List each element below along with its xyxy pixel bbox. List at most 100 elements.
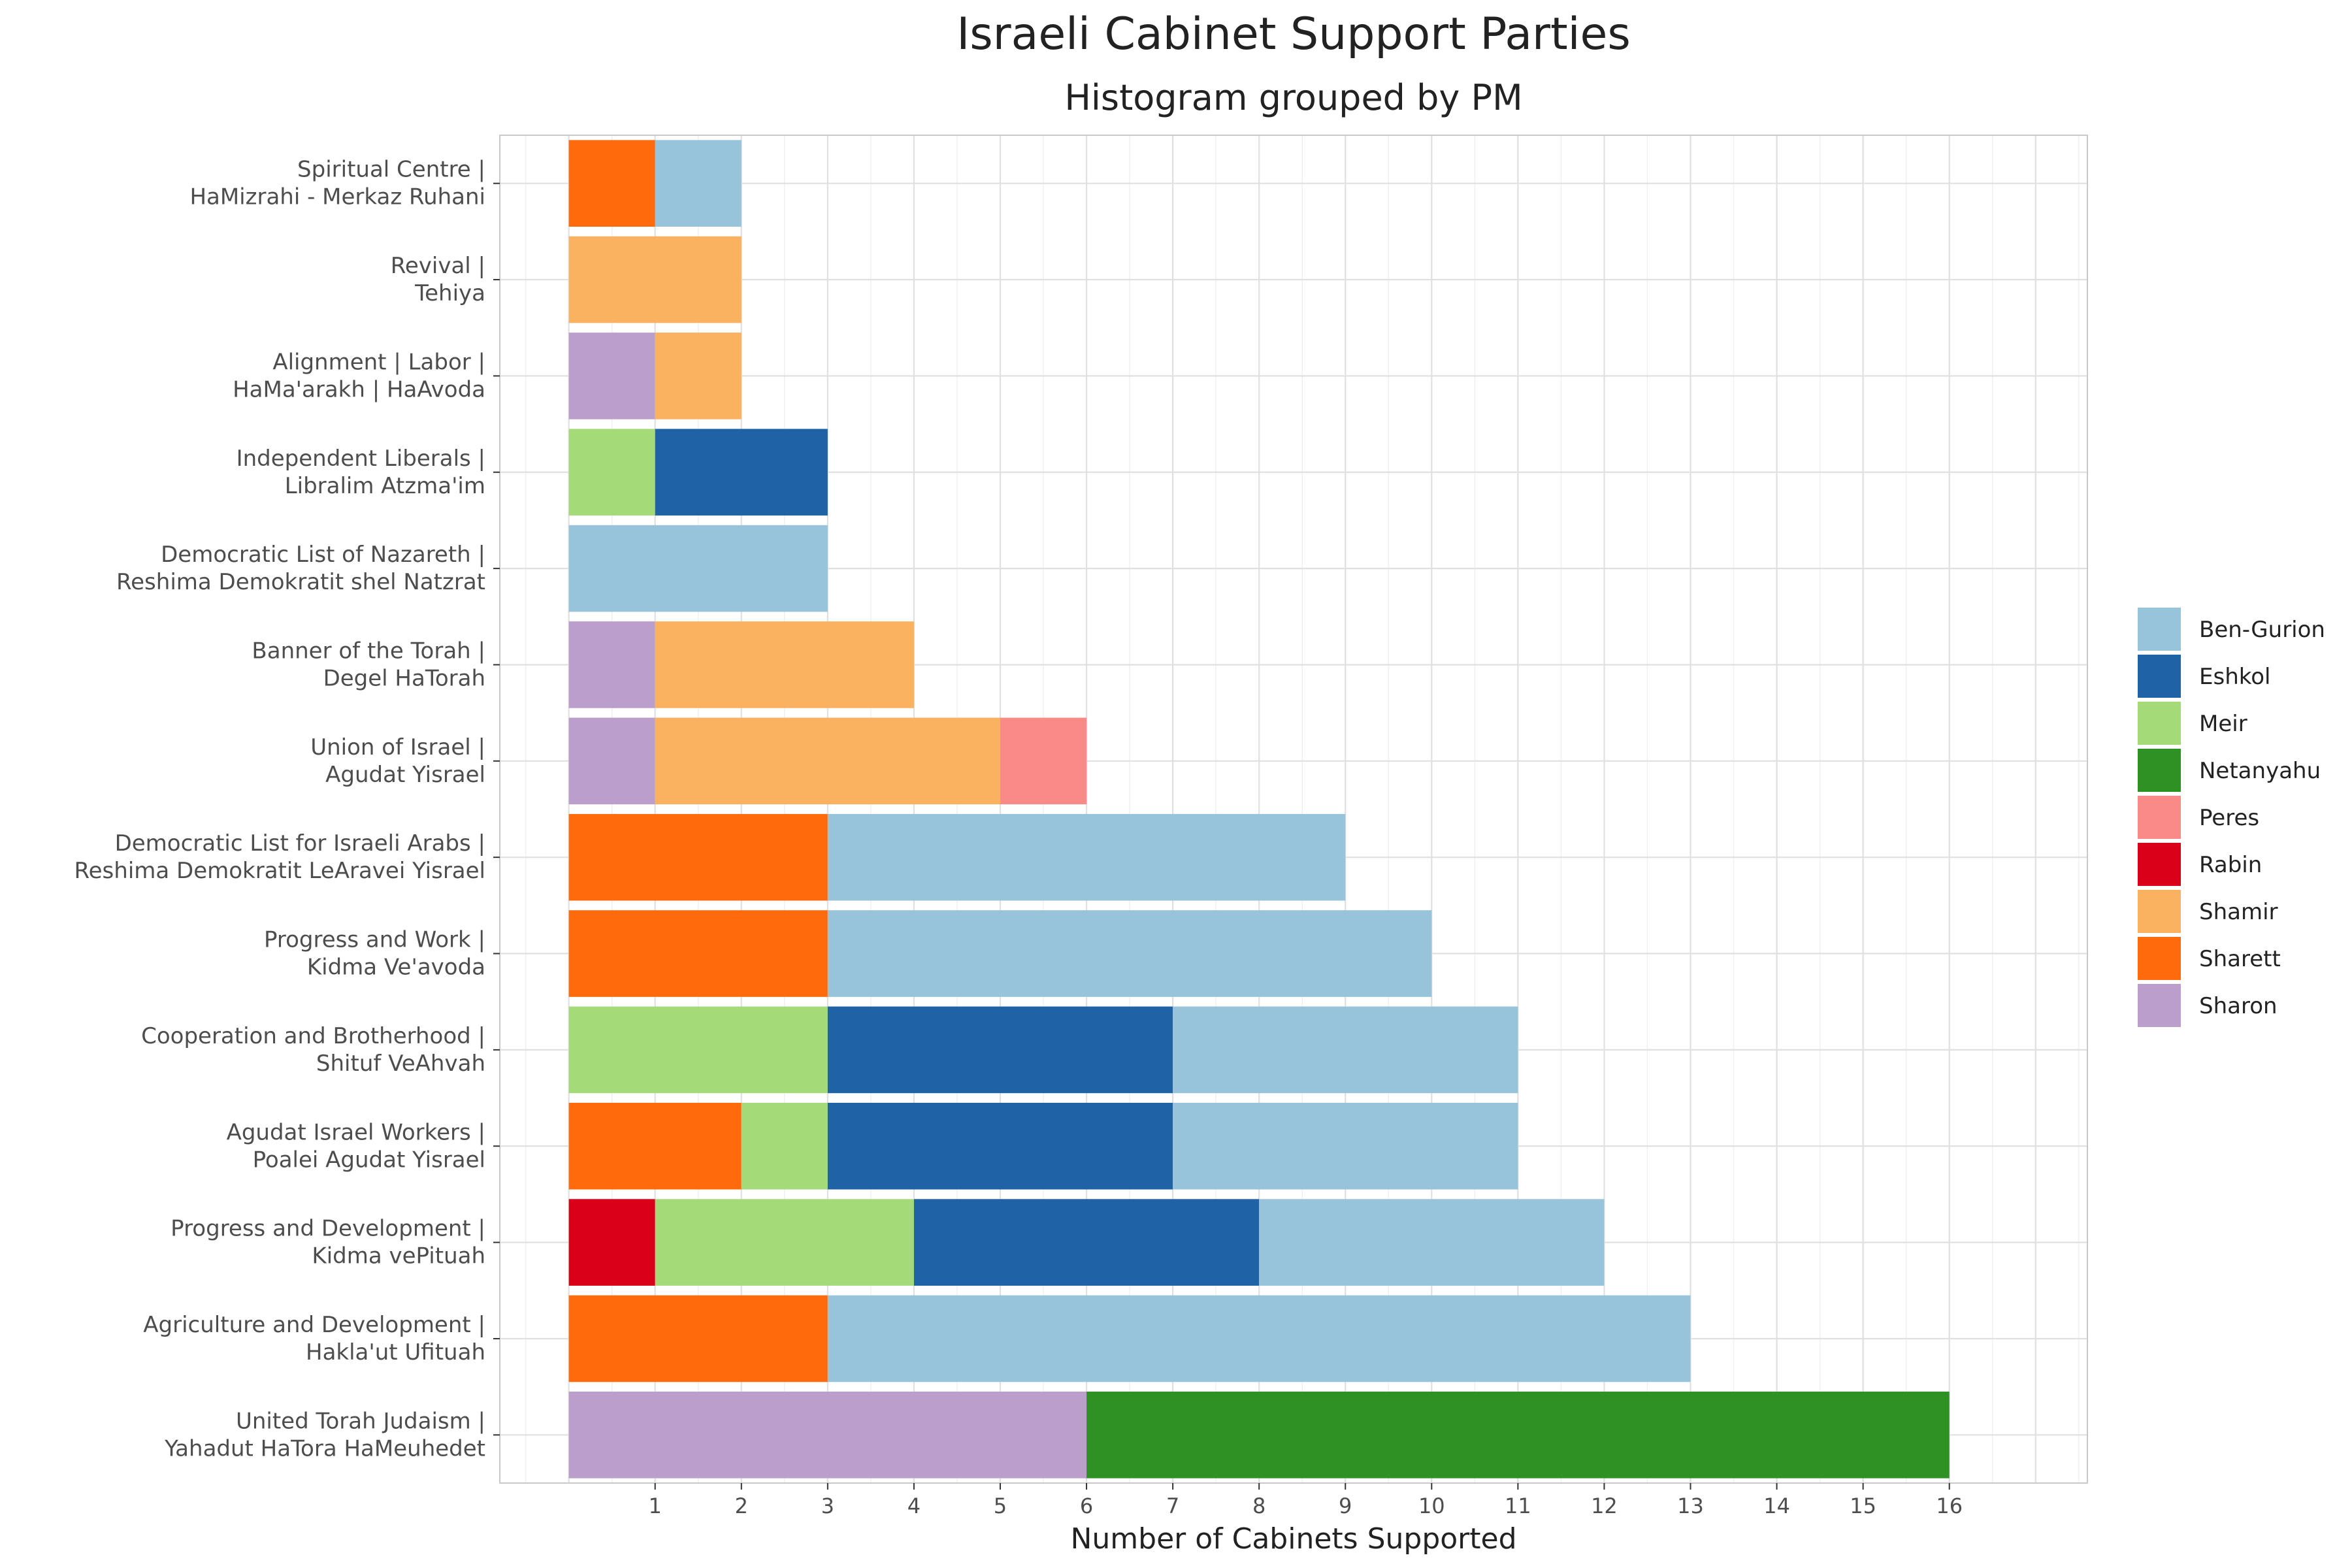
y-tick-label-line2: Libralim Atzma'im [285, 473, 485, 499]
bar-segment-peres [1000, 717, 1087, 805]
x-tick-label: 7 [1166, 1494, 1179, 1518]
legend: Ben-Gurion Eshkol Meir Netanyahu Peres Rabin S… [2138, 608, 2325, 1027]
x-tick-label: 3 [821, 1494, 834, 1518]
bar-segment-ben-gurion [1173, 1006, 1518, 1094]
bar-segment-shamir [655, 621, 914, 708]
x-tick-label: 6 [1080, 1494, 1093, 1518]
y-tick-label-line2: Yahadut HaTora HaMeuhedet [164, 1435, 485, 1462]
bars [568, 140, 1950, 1478]
bar-segment-shamir [655, 333, 742, 419]
panel-border [499, 135, 2088, 1484]
bar-segment-shamir [568, 236, 742, 323]
legend-label: Rabin [2199, 852, 2262, 878]
bar-segment-sharon [568, 717, 655, 805]
x-tick-label: 14 [1763, 1494, 1790, 1518]
y-tick-label-line1: Revival | [391, 253, 485, 279]
bar-segment-eshkol [913, 1199, 1260, 1286]
x-tick-label: 15 [1850, 1494, 1876, 1518]
x-axis-title: Number of Cabinets Supported [1070, 1522, 1516, 1556]
x-tick-label: 10 [1418, 1494, 1445, 1518]
y-tick-label-line2: Tehiya [414, 280, 485, 306]
y-tick-label-line2: Reshima Demokratit shel Natzrat [116, 569, 485, 595]
y-tick-label-line1: Democratic List for Israeli Arabs | [115, 830, 485, 857]
legend-label: Peres [2199, 805, 2259, 831]
y-tick-label-line1: Agudat Israel Workers | [227, 1119, 485, 1145]
bar-segment-sharett [568, 910, 828, 997]
bar-segment-ben-gurion [1173, 1102, 1518, 1190]
y-tick-label-line1: Independent Liberals | [237, 446, 485, 472]
x-tick-label: 2 [735, 1494, 748, 1518]
legend-swatch-meir [2138, 702, 2181, 745]
x-tick-label: 12 [1591, 1494, 1618, 1518]
y-tick-label-line1: Spiritual Centre | [297, 157, 485, 183]
bar-segment-meir [568, 429, 655, 516]
y-tick-label-line2: Poalei Agudat Yisrael [253, 1147, 485, 1173]
bar-segment-ben-gurion [827, 813, 1346, 901]
y-tick-label-line2: Degel HaTorah [323, 665, 485, 691]
y-tick-label-line2: Shituf VeAhvah [316, 1051, 485, 1077]
bar-segment-eshkol [827, 1102, 1173, 1190]
bar-segment-ben-gurion [827, 1295, 1691, 1382]
x-tick-label: 8 [1252, 1494, 1266, 1518]
bar-segment-netanyahu [1086, 1392, 1950, 1478]
y-tick-label-line1: Alignment | Labor | [272, 349, 485, 375]
bar-segment-meir [655, 1199, 914, 1286]
x-tick-label: 16 [1936, 1494, 1963, 1518]
bar-segment-rabin [568, 1199, 655, 1286]
y-tick-label-line1: Cooperation and Brotherhood | [141, 1023, 485, 1049]
bar-segment-meir [568, 1006, 828, 1094]
x-axis: 1 2 3 4 5 6 7 8 9 10 11 12 13 14 15 16 [649, 1483, 1963, 1518]
bar-segment-meir [741, 1102, 828, 1190]
bar-segment-sharett [568, 140, 655, 227]
y-tick-label-line2: Agudat Yisrael [325, 762, 485, 788]
x-tick-label: 5 [994, 1494, 1007, 1518]
bar-segment-sharon [568, 333, 655, 419]
y-axis: Spiritual Centre |HaMizrahi - Merkaz Ruh… [74, 157, 500, 1462]
bar-segment-ben-gurion [568, 525, 828, 612]
bar-segment-sharett [568, 1102, 742, 1190]
chart-subtitle: Histogram grouped by PM [1064, 77, 1522, 118]
x-tick-label: 13 [1677, 1494, 1704, 1518]
y-tick-label-line1: Union of Israel | [310, 734, 485, 760]
y-tick-label-line2: Kidma Ve'avoda [307, 955, 485, 981]
bar-segment-eshkol [655, 429, 828, 516]
y-tick-label-line2: HaMa'arakh | HaAvoda [233, 376, 485, 402]
bar-segment-sharon [568, 621, 655, 708]
legend-swatch-rabin [2138, 843, 2181, 886]
legend-label: Eshkol [2199, 664, 2270, 690]
bar-segment-shamir [655, 717, 1000, 805]
y-tick-label-line1: Banner of the Torah | [252, 638, 485, 664]
y-tick-label-line1: United Torah Judaism | [236, 1408, 485, 1434]
legend-swatch-shamir [2138, 890, 2181, 933]
y-tick-label-line1: Democratic List of Nazareth | [161, 542, 485, 568]
x-tick-label: 4 [907, 1494, 921, 1518]
legend-label: Shamir [2199, 899, 2278, 925]
legend-label: Netanyahu [2199, 758, 2321, 784]
y-tick-label-line1: Progress and Development | [171, 1216, 485, 1242]
legend-swatch-eshkol [2138, 655, 2181, 698]
bar-segment-ben-gurion [1259, 1199, 1605, 1286]
x-tick-label: 11 [1505, 1494, 1531, 1518]
y-tick-label-line2: Reshima Demokratit LeAravei Yisrael [74, 858, 485, 884]
legend-label: Ben-Gurion [2199, 617, 2325, 643]
y-tick-label-line1: Progress and Work | [264, 927, 485, 953]
bar-segment-eshkol [827, 1006, 1173, 1094]
legend-label: Sharon [2199, 993, 2278, 1019]
y-tick-label-line1: Agriculture and Development | [143, 1312, 485, 1338]
x-tick-label: 9 [1339, 1494, 1352, 1518]
legend-label: Meir [2199, 711, 2247, 737]
bar-segment-ben-gurion [655, 140, 742, 227]
legend-swatch-ben-gurion [2138, 608, 2181, 651]
legend-swatch-sharon [2138, 984, 2181, 1027]
bar-segment-sharett [568, 1295, 828, 1382]
bar-segment-ben-gurion [827, 910, 1432, 997]
bar-segment-sharett [568, 813, 828, 901]
y-tick-label-line2: Hakla'ut Ufituah [306, 1339, 485, 1365]
x-tick-label: 1 [649, 1494, 662, 1518]
legend-swatch-netanyahu [2138, 749, 2181, 792]
chart-title: Israeli Cabinet Support Parties [956, 8, 1631, 60]
y-tick-label-line2: HaMizrahi - Merkaz Ruhani [189, 184, 485, 210]
bar-segment-sharon [568, 1392, 1087, 1478]
legend-label: Sharett [2199, 946, 2281, 972]
